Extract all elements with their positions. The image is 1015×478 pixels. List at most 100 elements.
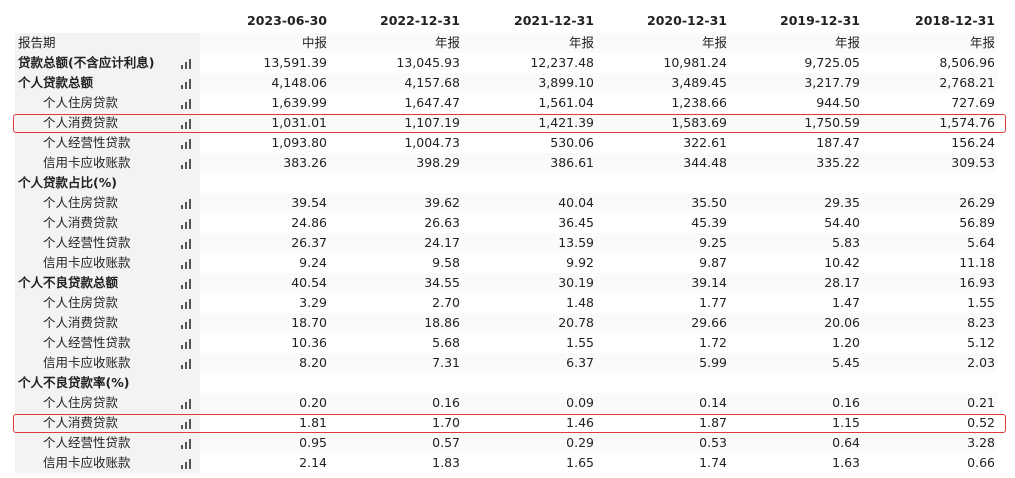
cell-value: 335.22 — [816, 155, 860, 170]
chart-icon[interactable] — [180, 278, 192, 290]
row-label: 个人经营性贷款 — [15, 433, 200, 453]
chart-icon[interactable] — [180, 58, 192, 70]
cell-value: 12,237.48 — [530, 55, 594, 70]
cell-value: 1.20 — [832, 335, 860, 350]
cell-value: 156.24 — [951, 135, 995, 150]
cell-value: 0.14 — [699, 395, 727, 410]
cell-value: 1.77 — [699, 295, 727, 310]
cell-value: 5.12 — [967, 335, 995, 350]
chart-icon[interactable] — [180, 418, 192, 430]
row-label: 信用卡应收账款 — [15, 253, 200, 273]
cell-value: 18.86 — [424, 315, 460, 330]
cell-value: 1,574.76 — [939, 115, 995, 130]
row-stripe — [200, 113, 997, 133]
cell-value: 6.37 — [566, 355, 594, 370]
cell-value: 1.63 — [832, 455, 860, 470]
row-label: 个人贷款占比(%) — [15, 173, 200, 193]
column-header: 2018-12-31 — [915, 13, 995, 28]
chart-icon[interactable] — [180, 458, 192, 470]
cell-value: 5.68 — [432, 335, 460, 350]
cell-value: 1.74 — [699, 455, 727, 470]
column-header: 2023-06-30 — [247, 13, 327, 28]
cell-value: 322.61 — [683, 135, 727, 150]
chart-icon[interactable] — [180, 218, 192, 230]
cell-value: 1.65 — [566, 455, 594, 470]
chart-icon[interactable] — [180, 118, 192, 130]
cell-value: 7.31 — [432, 355, 460, 370]
column-header: 2022-12-31 — [380, 13, 460, 28]
cell-value: 1,561.04 — [538, 95, 594, 110]
cell-value: 56.89 — [959, 215, 995, 230]
cell-value: 309.53 — [951, 155, 995, 170]
chart-icon[interactable] — [180, 78, 192, 90]
cell-value: 1,750.59 — [804, 115, 860, 130]
chart-icon[interactable] — [180, 338, 192, 350]
cell-value: 40.54 — [291, 275, 327, 290]
cell-value: 8,506.96 — [939, 55, 995, 70]
row-label: 个人不良贷款率(%) — [15, 373, 200, 393]
cell-value: 1.55 — [967, 295, 995, 310]
row-label: 个人经营性贷款 — [15, 133, 200, 153]
row-stripe — [200, 233, 997, 253]
cell-value: 0.57 — [432, 435, 460, 450]
cell-value: 0.53 — [699, 435, 727, 450]
cell-value: 0.16 — [432, 395, 460, 410]
cell-value: 9.87 — [699, 255, 727, 270]
cell-value: 35.50 — [691, 195, 727, 210]
cell-value: 530.06 — [550, 135, 594, 150]
cell-value: 1.70 — [432, 415, 460, 430]
cell-value: 29.35 — [824, 195, 860, 210]
cell-value: 398.29 — [416, 155, 460, 170]
chart-icon[interactable] — [180, 238, 192, 250]
cell-value: 2.03 — [967, 355, 995, 370]
cell-value: 20.78 — [558, 315, 594, 330]
cell-value: 5.99 — [699, 355, 727, 370]
row-label: 报告期 — [15, 33, 200, 53]
row-label: 个人经营性贷款 — [15, 233, 200, 253]
cell-value: 1,421.39 — [538, 115, 594, 130]
chart-icon[interactable] — [180, 398, 192, 410]
chart-icon[interactable] — [180, 138, 192, 150]
cell-value: 年报 — [834, 35, 860, 50]
row-stripe — [200, 273, 997, 293]
cell-value: 8.20 — [299, 355, 327, 370]
chart-icon[interactable] — [180, 158, 192, 170]
cell-value: 1.15 — [832, 415, 860, 430]
chart-icon[interactable] — [180, 98, 192, 110]
chart-icon[interactable] — [180, 198, 192, 210]
row-label: 个人住房贷款 — [15, 293, 200, 313]
cell-value: 11.18 — [959, 255, 995, 270]
cell-value: 1,107.19 — [404, 115, 460, 130]
cell-value: 0.16 — [832, 395, 860, 410]
chart-icon[interactable] — [180, 318, 192, 330]
cell-value: 0.95 — [299, 435, 327, 450]
cell-value: 30.19 — [558, 275, 594, 290]
cell-value: 54.40 — [824, 215, 860, 230]
chart-icon[interactable] — [180, 258, 192, 270]
cell-value: 8.23 — [967, 315, 995, 330]
cell-value: 年报 — [701, 35, 727, 50]
cell-value: 2,768.21 — [939, 75, 995, 90]
cell-value: 727.69 — [951, 95, 995, 110]
row-stripe — [200, 353, 997, 373]
row-label: 个人消费贷款 — [15, 413, 200, 433]
row-label: 信用卡应收账款 — [15, 153, 200, 173]
cell-value: 年报 — [568, 35, 594, 50]
chart-icon[interactable] — [180, 358, 192, 370]
chart-icon[interactable] — [180, 298, 192, 310]
cell-value: 9.92 — [566, 255, 594, 270]
cell-value: 39.54 — [291, 195, 327, 210]
cell-value: 20.06 — [824, 315, 860, 330]
cell-value: 0.20 — [299, 395, 327, 410]
row-label: 个人贷款总额 — [15, 73, 200, 93]
column-header: 2019-12-31 — [780, 13, 860, 28]
cell-value: 1.46 — [566, 415, 594, 430]
cell-value: 1,238.66 — [671, 95, 727, 110]
cell-value: 9.25 — [699, 235, 727, 250]
cell-value: 1,639.99 — [271, 95, 327, 110]
chart-icon[interactable] — [180, 438, 192, 450]
row-stripe — [200, 73, 997, 93]
cell-value: 1.81 — [299, 415, 327, 430]
cell-value: 1,031.01 — [271, 115, 327, 130]
row-label: 个人住房贷款 — [15, 93, 200, 113]
